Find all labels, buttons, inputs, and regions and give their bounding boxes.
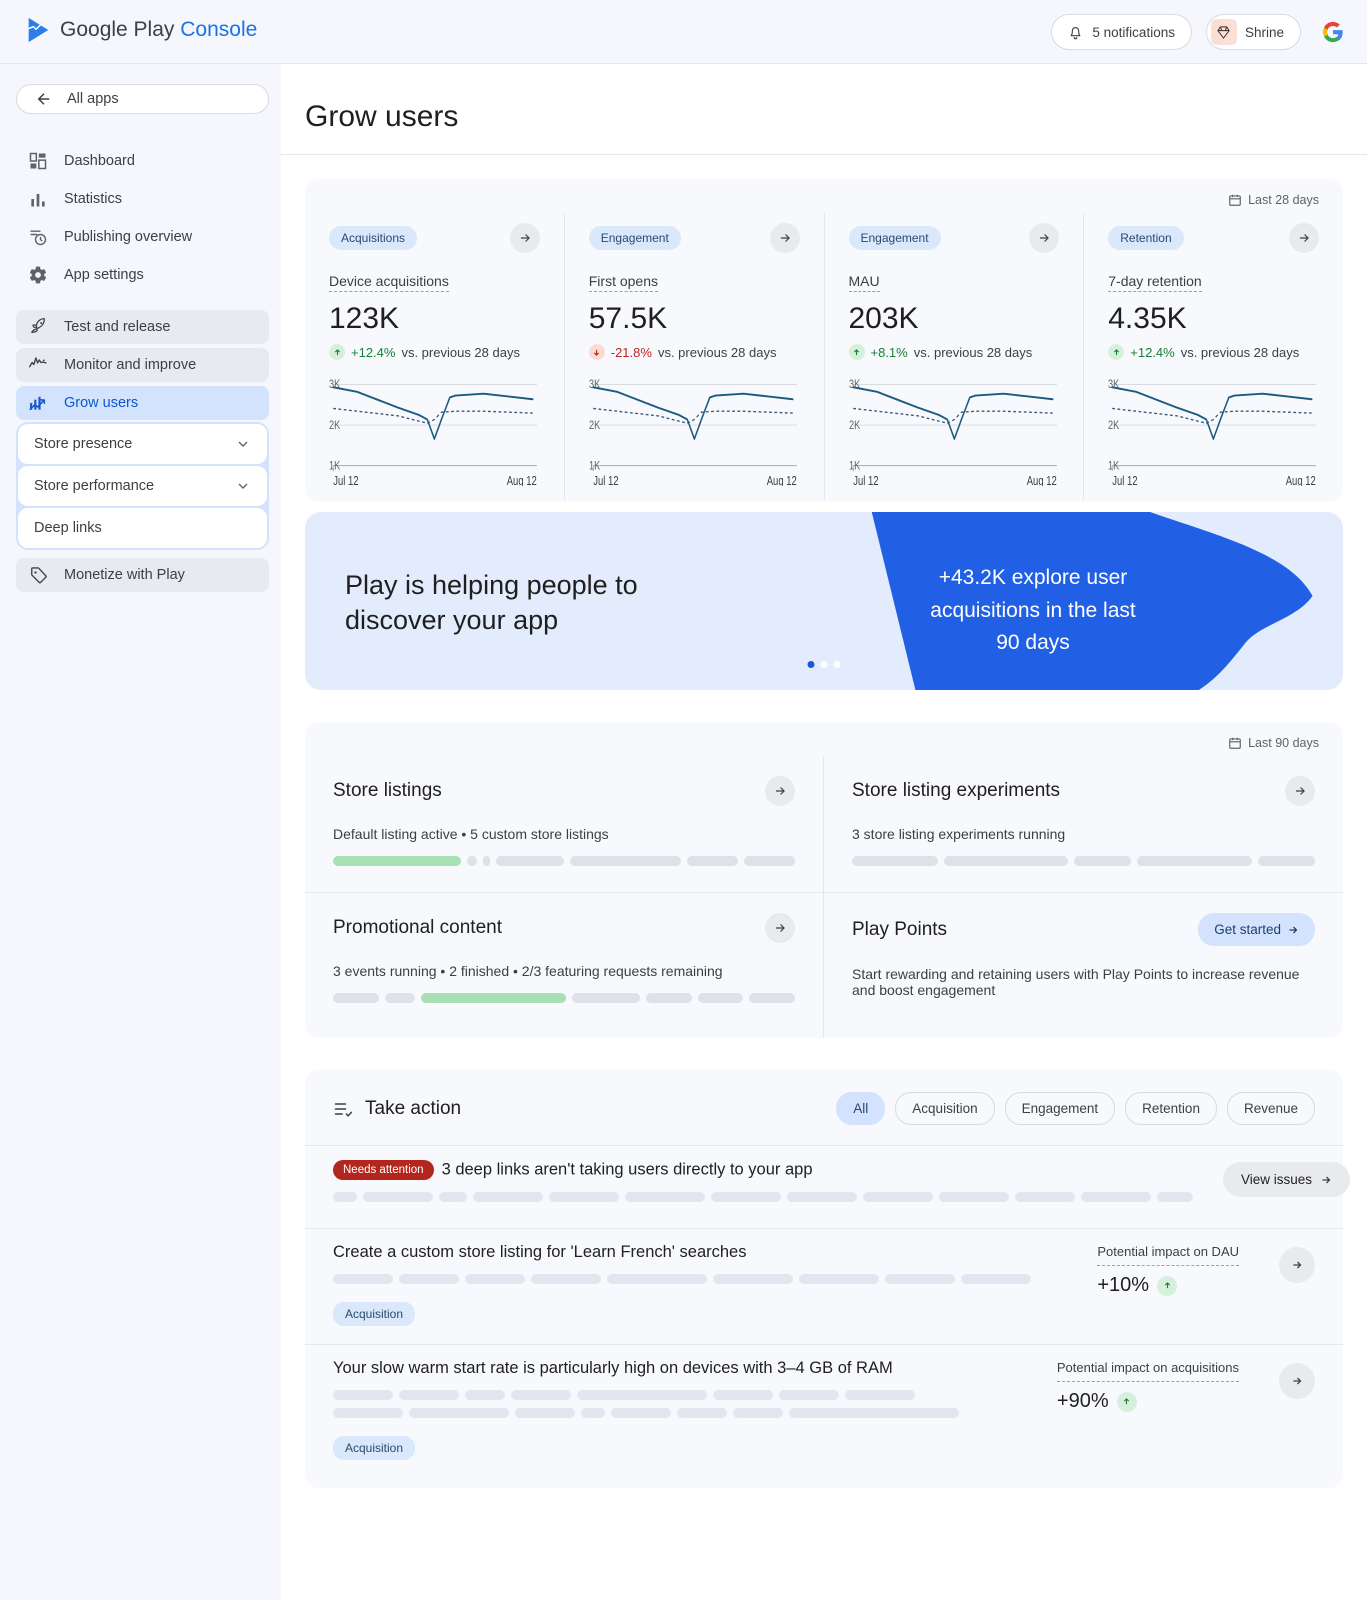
svg-text:Aug 12: Aug 12 <box>1026 475 1056 486</box>
svg-text:3K: 3K <box>849 378 860 392</box>
svg-text:2K: 2K <box>589 419 600 433</box>
svg-text:3K: 3K <box>1108 378 1119 392</box>
svg-text:Aug 12: Aug 12 <box>1286 475 1316 486</box>
svg-text:Aug 12: Aug 12 <box>507 475 537 486</box>
svg-text:1K: 1K <box>329 459 340 473</box>
svg-text:2K: 2K <box>329 419 340 433</box>
svg-text:Jul 12: Jul 12 <box>853 475 878 486</box>
svg-text:1K: 1K <box>849 459 860 473</box>
svg-text:Jul 12: Jul 12 <box>333 475 358 486</box>
svg-text:3K: 3K <box>329 378 340 392</box>
svg-text:2K: 2K <box>849 419 860 433</box>
svg-text:Jul 12: Jul 12 <box>593 475 618 486</box>
svg-text:1K: 1K <box>1108 459 1119 473</box>
svg-text:Jul 12: Jul 12 <box>1112 475 1137 486</box>
svg-text:2K: 2K <box>1108 419 1119 433</box>
svg-text:3K: 3K <box>589 378 600 392</box>
svg-text:1K: 1K <box>589 459 600 473</box>
svg-text:Aug 12: Aug 12 <box>766 475 796 486</box>
